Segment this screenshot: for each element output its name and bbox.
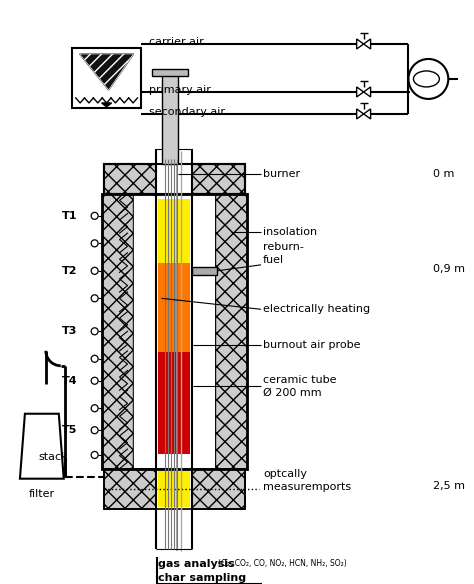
Text: 0 m: 0 m [433, 169, 455, 179]
Bar [101, 194, 134, 469]
Text: gas analysis: gas analysis [158, 559, 235, 569]
Text: burnout air probe: burnout air probe [263, 340, 361, 350]
Bar [104, 469, 245, 509]
Bar [215, 194, 247, 469]
Bar [104, 164, 245, 194]
Text: T2: T2 [62, 266, 77, 276]
Text: insolation: insolation [263, 227, 317, 237]
Bar [158, 199, 190, 263]
Polygon shape [20, 413, 64, 479]
Text: stack: stack [38, 451, 68, 462]
Polygon shape [364, 39, 371, 49]
Bar [193, 194, 214, 469]
Text: char sampling: char sampling [158, 573, 246, 583]
Text: ceramic tube
Ø 200 mm: ceramic tube Ø 200 mm [263, 375, 337, 398]
Text: T4: T4 [62, 376, 78, 386]
Bar [153, 69, 188, 76]
Circle shape [91, 405, 98, 412]
Circle shape [91, 355, 98, 362]
Circle shape [409, 59, 448, 99]
Text: filter: filter [29, 489, 55, 499]
Text: 0,9 m: 0,9 m [433, 264, 465, 274]
Circle shape [91, 267, 98, 274]
Circle shape [91, 295, 98, 302]
Bar [158, 352, 190, 454]
Bar [104, 164, 245, 194]
Polygon shape [356, 87, 364, 97]
Polygon shape [356, 39, 364, 49]
Polygon shape [101, 103, 111, 107]
Text: T3: T3 [62, 326, 77, 336]
Text: burner: burner [263, 169, 300, 179]
Bar [101, 194, 247, 469]
Polygon shape [356, 109, 364, 119]
Text: carrier air: carrier air [149, 37, 204, 47]
Circle shape [91, 328, 98, 335]
Text: T5: T5 [62, 425, 77, 435]
Text: primary air: primary air [149, 85, 211, 95]
Text: secondary air: secondary air [149, 107, 226, 117]
Polygon shape [80, 54, 134, 90]
Bar [158, 263, 190, 352]
Text: electrically heating: electrically heating [263, 304, 370, 314]
Circle shape [91, 427, 98, 434]
Bar [163, 74, 178, 164]
Bar [104, 469, 245, 509]
Bar [192, 267, 217, 275]
Circle shape [91, 377, 98, 384]
Polygon shape [364, 109, 371, 119]
Circle shape [91, 213, 98, 220]
Circle shape [91, 240, 98, 247]
Text: (O₂, CO₂, CO, NO₂, HCN, NH₂, SO₂): (O₂, CO₂, CO, NO₂, HCN, NH₂, SO₂) [218, 559, 347, 568]
Text: reburn-
fuel: reburn- fuel [263, 242, 304, 265]
Text: T1: T1 [62, 211, 77, 221]
Text: optcally
measuremports: optcally measuremports [263, 470, 351, 492]
Polygon shape [364, 87, 371, 97]
Bar [156, 149, 192, 548]
Bar [134, 194, 215, 469]
Bar [72, 48, 141, 108]
Text: 2,5 m: 2,5 m [433, 481, 465, 491]
Circle shape [91, 451, 98, 458]
Bar [158, 471, 190, 507]
Ellipse shape [413, 71, 439, 87]
